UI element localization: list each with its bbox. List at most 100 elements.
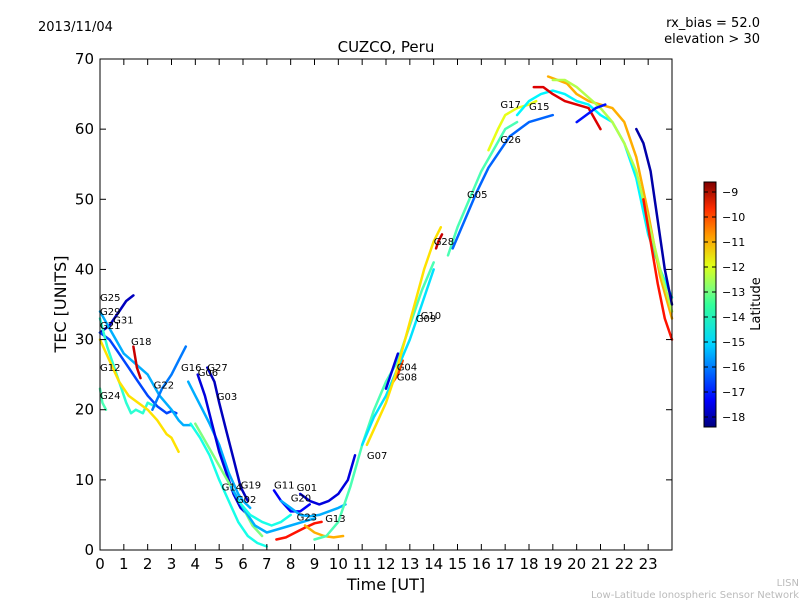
colorbar-tick-label: −18 — [722, 411, 745, 424]
colorbar-tick-label: −16 — [722, 361, 745, 374]
series-line-g22b — [642, 198, 674, 341]
satellite-label-g07: G07 — [367, 451, 387, 462]
colorbar-tick-label: −17 — [722, 386, 745, 399]
series-line-g06 — [189, 422, 269, 548]
colorbar-tick-label: −10 — [722, 211, 745, 224]
y-tick-label: 50 — [75, 190, 94, 208]
satellite-label-g13: G13 — [325, 514, 345, 525]
series-line-g04 — [384, 352, 400, 390]
series-line-g20 — [279, 499, 347, 518]
plot-frame — [99, 58, 673, 551]
series-line-g19 — [229, 485, 316, 534]
y-axis-label: TEC [UNITS] — [51, 256, 70, 354]
x-tick-label: 18 — [519, 555, 538, 573]
satellite-label-g25: G25 — [100, 293, 120, 304]
colorbar-tick-label: −11 — [722, 236, 745, 249]
satellite-label-g26: G26 — [500, 135, 520, 146]
series-line-g05 — [446, 120, 519, 257]
satellite-label-g10: G10 — [421, 311, 441, 322]
series-line-g25 — [98, 294, 135, 334]
y-tick-label: 20 — [75, 401, 94, 419]
rx-bias-label: rx_bias = 52.0 — [666, 16, 760, 31]
plot-background — [100, 59, 672, 550]
series-layer — [98, 75, 674, 548]
series-line-g12b — [635, 127, 674, 306]
x-tick-label: 19 — [543, 555, 562, 573]
elevation-label: elevation > 30 — [664, 32, 760, 47]
satellite-label-g29: G29 — [100, 307, 120, 318]
series-line-g29 — [98, 331, 178, 415]
colorbar-gradient — [703, 181, 717, 428]
y-tick-label: 70 — [75, 50, 94, 68]
satellite-label-g12: G12 — [100, 363, 120, 374]
satellite-label-g24: G24 — [100, 391, 120, 402]
x-tick-label: 16 — [472, 555, 491, 573]
x-tick-label: 10 — [329, 555, 348, 573]
y-tick-label: 10 — [75, 471, 94, 489]
x-tick-label: 7 — [262, 555, 272, 573]
satellite-label-g31: G31 — [113, 315, 133, 326]
series-line-g16 — [186, 380, 252, 510]
colorbar-label: Latitude — [749, 277, 764, 331]
satellite-label-g23: G23 — [297, 513, 317, 524]
series-line-g23 — [275, 520, 323, 541]
y-tick-label: 40 — [75, 260, 94, 278]
series-line-g26 — [451, 113, 555, 250]
x-tick-label: 22 — [615, 555, 634, 573]
satellite-label-g28: G28 — [434, 237, 454, 248]
satellite-label-g21: G21 — [100, 321, 120, 332]
colorbar-tick-label: −13 — [722, 286, 745, 299]
y-tick-label: 60 — [75, 120, 94, 138]
x-tick-label: 0 — [95, 555, 105, 573]
satellite-label-g04: G04 — [397, 362, 417, 373]
series-line-g24b — [532, 85, 602, 131]
satellite-label-g27: G27 — [207, 363, 227, 374]
satellite-label-g01: G01 — [297, 483, 317, 494]
series-line-g02 — [236, 499, 292, 527]
satellite-label-g17: G17 — [500, 100, 520, 111]
series-line-g01 — [298, 454, 357, 506]
series-line-g10 — [365, 226, 443, 447]
x-tick-label: 15 — [448, 555, 467, 573]
colorbar-tick-label: −9 — [722, 186, 738, 199]
series-line-g12 — [98, 338, 180, 454]
satellite-label-g18: G18 — [131, 337, 151, 348]
satellite-label-g06: G06 — [198, 368, 218, 379]
satellite-label-g15: G15 — [529, 102, 549, 113]
series-line-g18 — [132, 345, 142, 380]
series-line-g28 — [434, 233, 444, 250]
satellite-label-g20: G20 — [291, 494, 311, 505]
x-tick-label: 3 — [167, 555, 177, 573]
series-line-g22 — [151, 345, 188, 411]
satellite-label-g03: G03 — [217, 392, 237, 403]
satellite-label-g22: G22 — [154, 381, 174, 392]
x-tick-label: 4 — [191, 555, 201, 573]
date-label: 2013/11/04 — [38, 20, 113, 35]
series-line-g17 — [487, 99, 538, 152]
series-line-g11 — [272, 489, 311, 513]
x-tick-label: 20 — [567, 555, 586, 573]
series-line-g27 — [206, 366, 250, 503]
x-tick-label: 11 — [353, 555, 372, 573]
x-tick-label: 12 — [376, 555, 395, 573]
satellite-label-g05: G05 — [467, 190, 487, 201]
x-tick-label: 23 — [639, 555, 658, 573]
x-tick-label: 14 — [424, 555, 443, 573]
footer-network: Low-Latitude Ionospheric Sensor Network — [591, 590, 799, 600]
x-tick-label: 9 — [310, 555, 320, 573]
series-line-g21b — [575, 103, 607, 124]
x-tick-label: 13 — [400, 555, 419, 573]
series-line-g03 — [196, 373, 250, 517]
satellite-label-g14: G14 — [222, 482, 242, 493]
x-tick-label: 1 — [119, 555, 129, 573]
series-line-g30 — [551, 78, 674, 313]
y-tick-label: 0 — [84, 541, 94, 559]
x-tick-label: 17 — [496, 555, 515, 573]
colorbar-tick-label: −12 — [722, 261, 745, 274]
series-line-g07 — [313, 261, 435, 541]
footer-lisn: LISN — [777, 578, 799, 589]
x-axis-label: Time [UT] — [346, 575, 425, 594]
axis-layer: 0 1 2 3 4 5 6 7 8 9 10 11 12 13 14 15 16 17 18 19 20 21 22 2301… — [75, 50, 672, 573]
colorbar-tick-label: −14 — [722, 311, 745, 324]
